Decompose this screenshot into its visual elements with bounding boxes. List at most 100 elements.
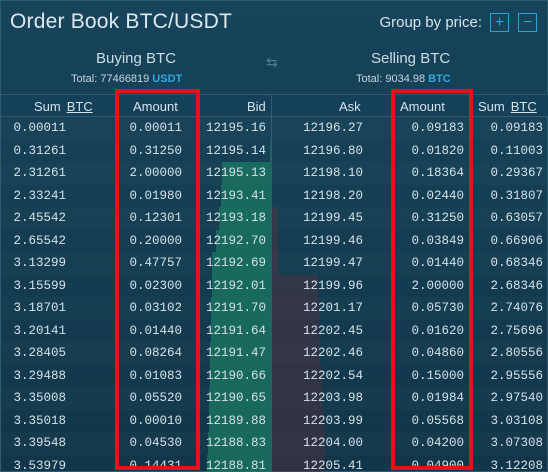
sum-sell-cell: 2.95556: [490, 368, 543, 383]
bid-depth-bar: [219, 207, 271, 230]
col-amount-buy[interactable]: Amount: [133, 99, 178, 114]
bid-depth-bar: [270, 139, 271, 162]
bid-price-cell: 12193.18: [205, 211, 266, 225]
amount-buy-cell: 0.12301: [129, 211, 182, 225]
col-sum-sell[interactable]: Sum BTC: [478, 99, 537, 114]
amount-sell-cell: 0.31250: [411, 211, 464, 225]
table-row[interactable]: 3.35008 0.05520 12190.65 12203.98 0.01984 2.9…: [1, 387, 548, 410]
bid-price-cell: 12188.83: [205, 436, 266, 450]
ask-depth-bar: [272, 207, 278, 230]
sum-sell-cell: 3.12208: [490, 458, 543, 472]
table-row[interactable]: 3.28405 0.08264 12191.47 12202.46 0.04860 2.8…: [1, 342, 548, 365]
table-row[interactable]: 2.31261 2.00000 12195.13 12198.10 0.18364 0.2…: [1, 162, 548, 185]
buying-total-currency: USDT: [152, 73, 183, 85]
bid-price-cell: 12195.13: [205, 166, 266, 180]
col-sum-sell-unit[interactable]: BTC: [510, 99, 537, 114]
ask-price-cell: 12204.00: [302, 436, 363, 450]
sum-sell-cell: 0.29367: [490, 166, 543, 180]
amount-buy-cell: 0.00011: [129, 121, 182, 135]
table-row[interactable]: 0.00011 0.00011 12195.16 12196.27 0.09183 0.0…: [1, 117, 548, 140]
table-row[interactable]: 3.18701 0.03102 12191.70 12201.17 0.05730 2.7…: [1, 297, 548, 320]
sum-buy-cell: 2.45542: [13, 211, 66, 225]
amount-buy-cell: 0.47757: [129, 256, 182, 270]
ask-price-cell: 12199.45: [302, 211, 363, 225]
amount-buy-cell: 0.05520: [129, 391, 182, 405]
amount-buy-cell: 0.14431: [129, 458, 182, 472]
col-ask[interactable]: Ask: [339, 99, 361, 114]
amount-sell-cell: 0.01620: [411, 323, 464, 338]
ask-price-cell: 12199.47: [302, 256, 363, 270]
table-row[interactable]: 3.20141 0.01440 12191.64 12202.45 0.01620 2.7…: [1, 319, 548, 342]
sum-sell-cell: 2.97540: [490, 391, 543, 405]
ask-price-cell: 12199.96: [302, 278, 363, 293]
amount-sell-cell: 0.04900: [411, 458, 464, 472]
bid-price-cell: 12191.47: [205, 346, 266, 360]
ask-price-cell: 12205.41: [302, 458, 363, 472]
sum-buy-cell: 3.28405: [13, 346, 66, 360]
col-sum-sell-label: Sum: [478, 99, 505, 114]
bid-depth-bar: [212, 252, 271, 275]
sum-sell-cell: 0.11003: [490, 143, 543, 158]
amount-buy-cell: 0.02300: [129, 278, 182, 293]
column-header-row: Sum BTC Amount Bid Ask Amount Sum BTC: [1, 94, 548, 117]
sum-buy-cell: 3.20141: [13, 323, 66, 338]
amount-buy-cell: 0.08264: [129, 346, 182, 360]
bid-price-cell: 12190.65: [205, 391, 266, 405]
selling-total: Total: 9034.98 BTC: [356, 73, 451, 85]
ask-price-cell: 12196.27: [302, 121, 363, 135]
bid-depth-bar: [211, 319, 271, 342]
col-amount-sell[interactable]: Amount: [400, 99, 445, 114]
bid-price-cell: 12193.41: [205, 188, 266, 203]
amount-sell-cell: 0.18364: [411, 166, 464, 180]
table-row[interactable]: 3.15599 0.02300 12192.01 12199.96 2.00000 2.6…: [1, 274, 548, 297]
amount-buy-cell: 0.03102: [129, 301, 182, 315]
amount-buy-cell: 0.01083: [129, 368, 182, 383]
ask-depth-bar: [272, 297, 319, 320]
sum-sell-cell: 2.75696: [490, 323, 543, 338]
table-row[interactable]: 3.13299 0.47757 12192.69 12199.47 0.01440 0.6…: [1, 252, 548, 275]
amount-buy-cell: 0.01440: [129, 323, 182, 338]
ask-depth-bar: [272, 342, 320, 365]
col-sum-buy-label: Sum: [34, 99, 61, 114]
bid-depth-bar: [222, 162, 271, 185]
sum-sell-cell: 0.66906: [490, 233, 543, 248]
amount-buy-cell: 0.20000: [129, 233, 182, 248]
ask-price-cell: 12203.99: [302, 413, 363, 428]
table-row[interactable]: 2.65542 0.20000 12192.70 12199.46 0.03849 0.6…: [1, 229, 548, 252]
col-sum-buy[interactable]: Sum BTC: [34, 99, 93, 114]
swap-icon[interactable]: ⇆: [266, 54, 278, 70]
ask-depth-bar: [272, 387, 322, 410]
col-sum-buy-unit[interactable]: BTC: [66, 99, 93, 114]
table-row[interactable]: 3.53979 0.14431 12188.81 12205.41 0.04900 3.1…: [1, 454, 548, 472]
bid-price-cell: 12192.01: [205, 278, 266, 293]
amount-buy-cell: 0.01980: [129, 188, 182, 203]
table-row[interactable]: 2.33241 0.01980 12193.41 12198.20 0.02440 0.3…: [1, 184, 548, 207]
bid-price-cell: 12191.64: [205, 323, 266, 338]
minus-icon: −: [522, 13, 533, 31]
sum-buy-cell: 3.18701: [13, 301, 66, 315]
zoom-in-button[interactable]: +: [490, 13, 509, 32]
ask-depth-bar: [272, 432, 325, 455]
ask-depth-bar: [272, 319, 319, 342]
table-row[interactable]: 3.29488 0.01083 12190.66 12202.54 0.15000 2.9…: [1, 364, 548, 387]
bid-depth-bar: [210, 364, 271, 387]
bid-depth-bar: [207, 454, 271, 472]
bid-price-cell: 12195.16: [205, 121, 266, 135]
table-row[interactable]: 3.35018 0.00010 12189.88 12203.99 0.05568 3.0…: [1, 409, 548, 432]
col-bid[interactable]: Bid: [247, 99, 266, 114]
table-row[interactable]: 0.31261 0.31250 12195.14 12196.80 0.01820 0.1…: [1, 139, 548, 162]
sum-sell-cell: 2.80556: [490, 346, 543, 360]
bid-price-cell: 12190.66: [205, 368, 266, 383]
table-row[interactable]: 3.39548 0.04530 12188.83 12204.00 0.04200 3.0…: [1, 432, 548, 455]
sum-buy-cell: 3.35018: [13, 413, 66, 428]
bid-depth-bar: [208, 432, 271, 455]
bid-depth-bar: [211, 297, 271, 320]
ask-depth-bar: [272, 274, 318, 297]
amount-sell-cell: 0.03849: [411, 233, 464, 248]
table-row[interactable]: 2.45542 0.12301 12193.18 12199.45 0.31250 0.6…: [1, 207, 548, 230]
sum-buy-cell: 3.29488: [13, 368, 66, 383]
sum-buy-cell: 2.65542: [13, 233, 66, 248]
buying-title: Buying BTC: [96, 50, 177, 67]
zoom-out-button[interactable]: −: [518, 13, 537, 32]
